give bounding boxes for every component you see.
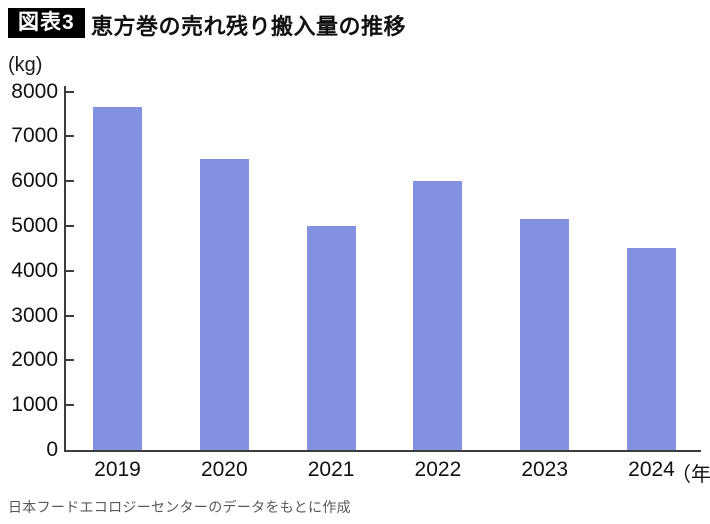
y-axis-tick <box>66 90 74 93</box>
y-axis-tick-label: 6000 <box>11 169 58 193</box>
source-note: 日本フードエコロジーセンターのデータをもとに作成 <box>8 499 351 515</box>
x-axis-label: 2024 <box>628 458 675 481</box>
y-axis-tick-label: 5000 <box>11 214 58 237</box>
y-axis-tick <box>66 135 74 138</box>
x-axis-label: 2020 <box>200 458 248 481</box>
y-axis-tick <box>66 269 74 272</box>
bar-2024 <box>627 248 676 450</box>
y-axis-tick <box>66 359 74 362</box>
bar-2020 <box>199 158 249 450</box>
y-axis-tick-label: 1000 <box>11 393 58 417</box>
bar-2022 <box>413 181 463 450</box>
bar-2019 <box>93 107 142 450</box>
y-axis-tick <box>66 404 74 407</box>
y-axis-tick-label: 4000 <box>11 258 58 282</box>
x-axis-label: 2022 <box>414 458 462 481</box>
y-axis-unit-label: (kg) <box>8 54 43 76</box>
x-axis-label: 2021 <box>307 458 355 481</box>
x-axis-label: 2023 <box>521 458 569 481</box>
y-axis-tick-label: 2000 <box>11 348 58 372</box>
y-axis-tick-label: 7000 <box>11 124 58 148</box>
bar-2023 <box>520 219 570 450</box>
x-axis-line <box>64 450 701 452</box>
x-axis-label: 2019 <box>94 458 141 481</box>
chart-title: 恵方巻の売れ残り搬入量の推移 <box>91 14 407 39</box>
y-axis-tick <box>66 225 74 227</box>
bar-2021 <box>306 226 356 450</box>
y-axis-tick <box>66 180 74 183</box>
y-axis-tick <box>66 314 74 317</box>
y-axis-tick-label: 3000 <box>11 303 58 327</box>
x-axis-unit-suffix: （年） <box>671 464 710 486</box>
y-axis-tick-label: 0 <box>46 438 58 461</box>
figure-number-badge: 図表3 <box>8 8 85 38</box>
y-axis-line <box>64 86 66 452</box>
y-axis-tick-label: 8000 <box>11 79 58 103</box>
figure-header: 図表3 恵方巻の売れ残り搬入量の推移 <box>0 0 710 46</box>
